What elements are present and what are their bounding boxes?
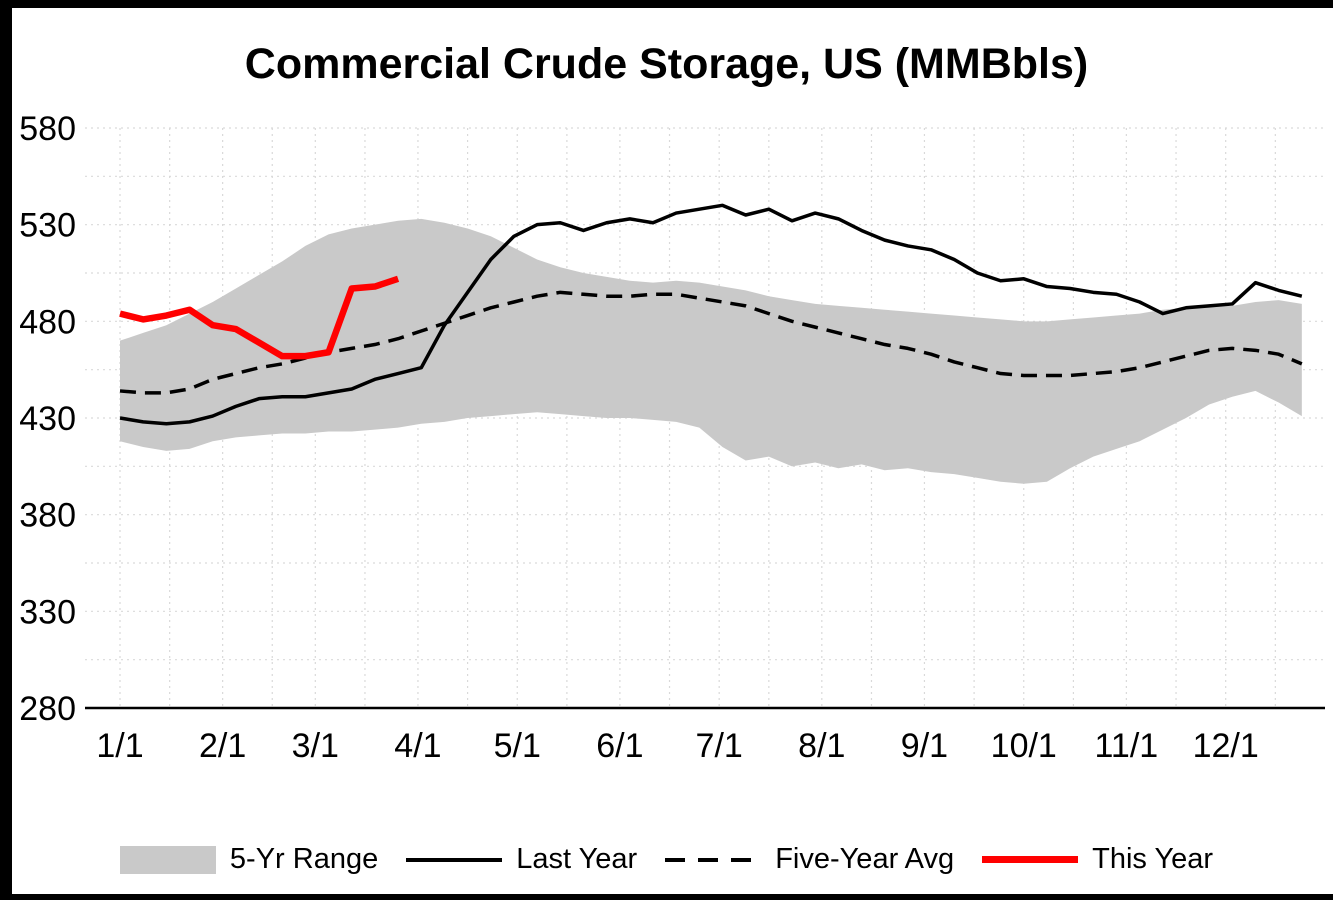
svg-text:280: 280: [19, 690, 76, 728]
svg-text:430: 430: [19, 400, 76, 438]
svg-text:330: 330: [19, 593, 76, 631]
svg-text:4/1: 4/1: [394, 727, 441, 765]
red-line-swatch-icon: [982, 856, 1079, 863]
window-border-top: [0, 0, 1333, 8]
legend-item-range: 5-Yr Range: [119, 843, 379, 876]
svg-text:5/1: 5/1: [494, 727, 541, 765]
solid-line-swatch-icon: [406, 857, 503, 862]
svg-text:9/1: 9/1: [901, 727, 948, 765]
legend-item-this-year: This Year: [982, 843, 1213, 876]
svg-text:11/1: 11/1: [1095, 727, 1159, 765]
svg-text:7/1: 7/1: [696, 727, 743, 765]
legend-label-range: 5-Yr Range: [229, 843, 379, 875]
svg-text:2/1: 2/1: [199, 727, 246, 765]
svg-text:530: 530: [19, 207, 76, 245]
svg-text:480: 480: [19, 303, 76, 341]
legend-label-last-year: Last Year: [516, 843, 638, 875]
chart-legend: 5-Yr Range Last Year Five-Year Avg This …: [0, 843, 1333, 876]
chart-title: Commercial Crude Storage, US (MMBbls): [244, 40, 1089, 88]
window-border-bottom: [0, 894, 1333, 900]
svg-text:580: 580: [19, 110, 76, 148]
svg-text:8/1: 8/1: [798, 727, 845, 765]
svg-text:3/1: 3/1: [292, 727, 339, 765]
legend-label-five-year-avg: Five-Year Avg: [775, 843, 955, 875]
legend-label-this-year: This Year: [1092, 843, 1214, 875]
svg-text:1/1: 1/1: [96, 727, 143, 765]
svg-text:6/1: 6/1: [596, 727, 643, 765]
svg-text:12/1: 12/1: [1193, 727, 1259, 765]
dashed-line-swatch-icon: [665, 857, 762, 862]
legend-item-last-year: Last Year: [406, 843, 637, 876]
legend-item-five-year-avg: Five-Year Avg: [665, 843, 954, 876]
range-swatch-icon: [119, 845, 216, 874]
window-border-left: [0, 0, 12, 900]
svg-text:380: 380: [19, 497, 76, 535]
svg-text:10/1: 10/1: [991, 727, 1057, 765]
